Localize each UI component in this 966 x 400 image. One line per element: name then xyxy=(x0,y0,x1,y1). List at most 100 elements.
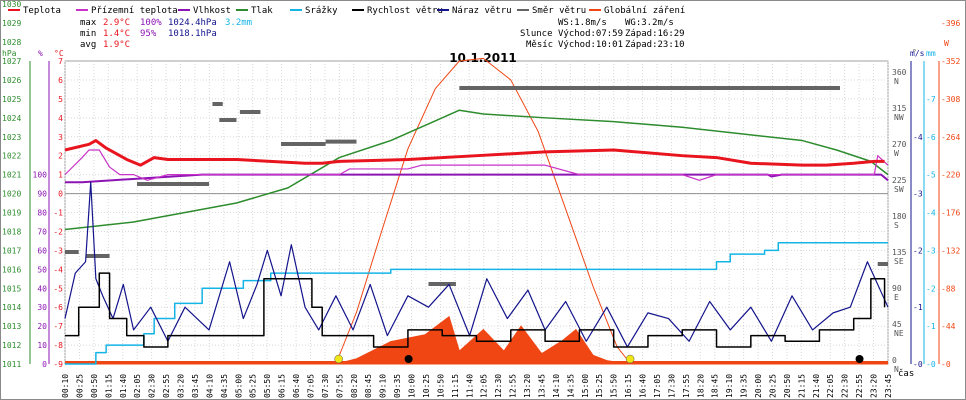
stats-label: avg xyxy=(80,40,96,50)
hpa-tick-label: 1018 xyxy=(2,227,21,236)
stats-press: 1018.1hPa xyxy=(168,29,217,39)
legend-label: Tlak xyxy=(251,6,273,16)
dir-tick-label: 90 xyxy=(892,284,902,293)
sunrise-marker xyxy=(334,354,343,364)
hpa-tick-label: 1029 xyxy=(2,19,21,28)
legend-label: Náraz větru xyxy=(452,6,512,16)
hpa-tick-label: 1020 xyxy=(2,190,21,199)
x-tick-label: 15:00 xyxy=(581,374,590,398)
pct-axis-unit: % xyxy=(38,49,43,58)
hpa-tick-label: 1019 xyxy=(2,209,21,218)
pct-tick-label: 100 xyxy=(33,171,48,180)
hpa-tick-label: 1028 xyxy=(2,38,21,47)
x-tick-label: 20:25 xyxy=(768,374,777,398)
pct-tick-label: 60 xyxy=(37,246,47,255)
wm2-tick-label: -88 xyxy=(941,284,956,293)
x-tick-label: 11:15 xyxy=(451,374,460,398)
temp-tick-label: 2 xyxy=(58,152,63,161)
pct-tick-label: 20 xyxy=(37,322,47,331)
dir-cardinal-label: NW xyxy=(894,113,904,122)
series-wind-gust xyxy=(64,181,889,348)
info-sunset: Západ:16:29 xyxy=(625,29,685,39)
x-tick-label: 03:20 xyxy=(177,374,186,398)
info-sun-label: Slunce xyxy=(520,29,553,39)
dir-tick-label: 360 xyxy=(892,68,907,77)
temp-tick-label: -7 xyxy=(53,322,63,331)
x-tick-label: 00:25 xyxy=(75,374,84,398)
temp-tick-label: -5 xyxy=(53,284,63,293)
series-temperature xyxy=(64,139,885,167)
x-tick-label: 14:35 xyxy=(566,374,575,398)
legend-label: Vlhkost xyxy=(193,6,231,16)
x-tick-label: 21:40 xyxy=(812,374,821,398)
mm-tick-label: -3 xyxy=(926,246,936,255)
dir-axis-unit: ° xyxy=(912,48,917,57)
x-tick-label: 12:55 xyxy=(509,374,518,398)
x-tick-label: 02:05 xyxy=(133,374,142,398)
moonrise-marker xyxy=(404,355,413,363)
temp-tick-label: -1 xyxy=(53,209,63,218)
stats-hum: 100% xyxy=(140,18,162,28)
mm-tick-label: -7 xyxy=(926,95,936,104)
wm2-tick-label: -396 xyxy=(941,19,960,28)
series-rain xyxy=(65,242,888,365)
hpa-tick-label: 1025 xyxy=(2,95,21,104)
wm2-axis-unit: W xyxy=(944,39,949,48)
wm2-tick-label: -264 xyxy=(941,133,960,142)
x-tick-label: 07:05 xyxy=(306,374,315,398)
x-tick-label: 06:15 xyxy=(278,374,287,398)
temp-tick-label: 3 xyxy=(58,133,63,142)
temp-axis-unit: °C xyxy=(54,49,64,58)
info-moonrise: Východ:10:01 xyxy=(558,40,623,50)
stats-press: 1024.4hPa xyxy=(168,18,217,28)
mm-tick-label: -5 xyxy=(926,171,936,180)
hpa-tick-label: 1014 xyxy=(2,303,21,312)
sunset-marker xyxy=(625,354,635,364)
x-tick-label: 04:35 xyxy=(220,374,229,398)
x-tick-label: 02:30 xyxy=(148,374,157,398)
pct-tick-label: 70 xyxy=(37,227,47,236)
temp-tick-label: -3 xyxy=(53,246,63,255)
x-tick-label: 15:25 xyxy=(595,374,604,398)
x-tick-label: 13:20 xyxy=(523,374,532,398)
wm2-tick-label: -132 xyxy=(941,246,960,255)
temp-tick-label: -2 xyxy=(53,227,63,236)
wm2-tick-label: -308 xyxy=(941,95,960,104)
stats-label: max xyxy=(80,18,97,28)
hpa-tick-label: 1024 xyxy=(2,114,21,123)
x-tick-label: 17:30 xyxy=(667,374,676,398)
dir-cardinal-label: N xyxy=(894,77,899,86)
dir-cardinal-label: E xyxy=(894,293,899,302)
mm-axis-unit: mm xyxy=(926,49,936,58)
x-tick-label: 10:25 xyxy=(422,374,431,398)
x-tick-label: 02:55 xyxy=(162,374,171,398)
hpa-tick-label: 1023 xyxy=(2,133,21,142)
legend-label: Přízemní teplota xyxy=(91,6,178,16)
x-tick-label: 19:35 xyxy=(740,374,749,398)
hpa-tick-label: 1013 xyxy=(2,322,21,331)
temp-tick-label: -9 xyxy=(53,360,63,369)
pct-tick-label: 0 xyxy=(42,360,47,369)
temp-tick-label: -6 xyxy=(53,303,63,312)
x-tick-label: 10:00 xyxy=(408,374,417,398)
x-tick-label: 08:20 xyxy=(350,374,359,398)
dir-cardinal-label: S xyxy=(894,221,899,230)
x-tick-label: 18:45 xyxy=(711,374,720,398)
x-tick-label: 05:00 xyxy=(234,374,243,398)
stats-temp: 1.4°C xyxy=(103,29,130,39)
x-tick-label: 00:10 xyxy=(61,374,70,398)
x-tick-label: 22:05 xyxy=(826,374,835,398)
left-axes: 1011101210131014101510161017101810191020… xyxy=(2,0,64,369)
x-tick-label: 14:10 xyxy=(552,374,561,398)
pct-tick-label: 10 xyxy=(37,341,47,350)
info-wg: WG:3.2m/s xyxy=(625,18,674,28)
dir-cardinal-label: NE xyxy=(894,329,904,338)
dir-cardinal-label: SE xyxy=(894,257,904,266)
x-tick-label: 20:50 xyxy=(783,374,792,398)
mm-tick-label: -4 xyxy=(926,209,936,218)
x-tick-label: 04:10 xyxy=(205,374,214,398)
series-ground-temperature xyxy=(64,149,889,181)
hpa-tick-label: 1027 xyxy=(2,57,21,66)
x-tick-label: 13:45 xyxy=(537,374,546,398)
temp-tick-label: -4 xyxy=(53,265,63,274)
